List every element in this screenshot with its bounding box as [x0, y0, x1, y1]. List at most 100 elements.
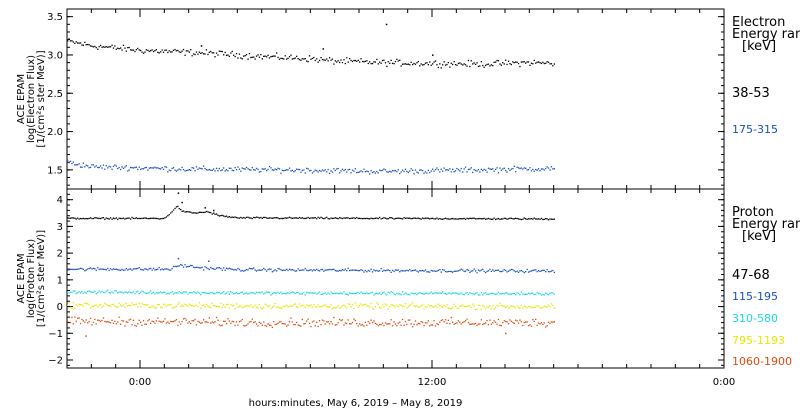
- data-point: [495, 293, 497, 296]
- data-point: [296, 168, 298, 170]
- data-point: [495, 218, 497, 221]
- data-point: [550, 292, 553, 294]
- data-point: [118, 269, 120, 271]
- data-point: [553, 307, 555, 309]
- data-point: [98, 304, 100, 306]
- data-point: [257, 307, 259, 309]
- data-point: [386, 294, 388, 296]
- data-point: [394, 217, 397, 220]
- data-point: [82, 217, 84, 220]
- data-point: [389, 292, 391, 294]
- data-point: [207, 211, 209, 213]
- data-point: [74, 42, 76, 45]
- data-point: [273, 270, 275, 272]
- data-point: [462, 293, 464, 296]
- data-point: [81, 267, 83, 270]
- data-point: [530, 292, 533, 294]
- data-point: [509, 169, 511, 171]
- data-point: [250, 169, 252, 171]
- data-point: [310, 269, 312, 271]
- data-point: [517, 307, 520, 309]
- data-point: [486, 320, 488, 322]
- data-point: [148, 306, 150, 309]
- data-point: [97, 291, 99, 294]
- data-point: [547, 321, 550, 323]
- data-point: [327, 269, 329, 271]
- data-point: [452, 217, 454, 220]
- data-point: [537, 322, 540, 324]
- data-point: [314, 217, 316, 219]
- data-point: [343, 59, 345, 61]
- data-point: [137, 290, 139, 292]
- data-point: [195, 324, 198, 326]
- data-point: [505, 292, 507, 294]
- data-point: [489, 218, 491, 220]
- data-point: [390, 290, 392, 293]
- data-point: [155, 49, 157, 51]
- data-point: [463, 217, 465, 220]
- data-point: [549, 322, 551, 325]
- data-point: [505, 307, 507, 309]
- data-point: [71, 162, 73, 165]
- data-point: [371, 271, 374, 273]
- data-point: [466, 292, 468, 294]
- data-point: [273, 169, 275, 171]
- data-point: [485, 322, 487, 324]
- data-point: [463, 168, 465, 170]
- data-point: [389, 62, 391, 64]
- data-point: [254, 169, 256, 171]
- data-point: [224, 215, 226, 218]
- data-point: [496, 293, 498, 295]
- data-point: [122, 269, 125, 271]
- data-point: [104, 168, 106, 170]
- data-point: [221, 324, 223, 326]
- data-point: [132, 291, 135, 293]
- data-point: [268, 291, 271, 294]
- data-point: [293, 303, 295, 306]
- data-point: [331, 58, 334, 60]
- data-point: [443, 218, 445, 220]
- data-point: [107, 46, 109, 48]
- data-point: [194, 318, 196, 321]
- data-point: [549, 218, 551, 220]
- data-point: [127, 269, 129, 271]
- data-point: [373, 61, 375, 63]
- data-point: [356, 60, 358, 62]
- data-point: [233, 216, 235, 219]
- data-point: [243, 55, 245, 57]
- data-point: [286, 292, 288, 294]
- data-point: [74, 307, 76, 309]
- data-point: [75, 293, 77, 295]
- data-point: [94, 166, 96, 168]
- data-point: [273, 292, 275, 294]
- data-point: [188, 321, 190, 323]
- data-point: [167, 215, 169, 217]
- data-point: [68, 162, 70, 164]
- data-point: [72, 217, 74, 219]
- data-point: [134, 268, 136, 270]
- data-point: [502, 292, 504, 295]
- data-point: [131, 49, 133, 51]
- data-point: [72, 323, 74, 325]
- data-point: [195, 266, 198, 268]
- data-point: [370, 292, 372, 294]
- data-point: [135, 217, 137, 219]
- data-point: [533, 59, 535, 62]
- data-point: [429, 171, 431, 174]
- data-point: [424, 322, 427, 324]
- data-point: [253, 216, 255, 219]
- data-point: [523, 167, 525, 169]
- data-point: [105, 217, 107, 219]
- data-point: [187, 50, 189, 52]
- data-point: [231, 50, 233, 53]
- data-point: [477, 294, 480, 296]
- data-point: [453, 303, 455, 305]
- data-point: [235, 216, 238, 219]
- data-point: [257, 292, 259, 294]
- data-point: [420, 218, 422, 220]
- data-point: [283, 323, 285, 325]
- data-point: [394, 323, 397, 325]
- data-point: [472, 293, 474, 295]
- data-point: [87, 303, 89, 305]
